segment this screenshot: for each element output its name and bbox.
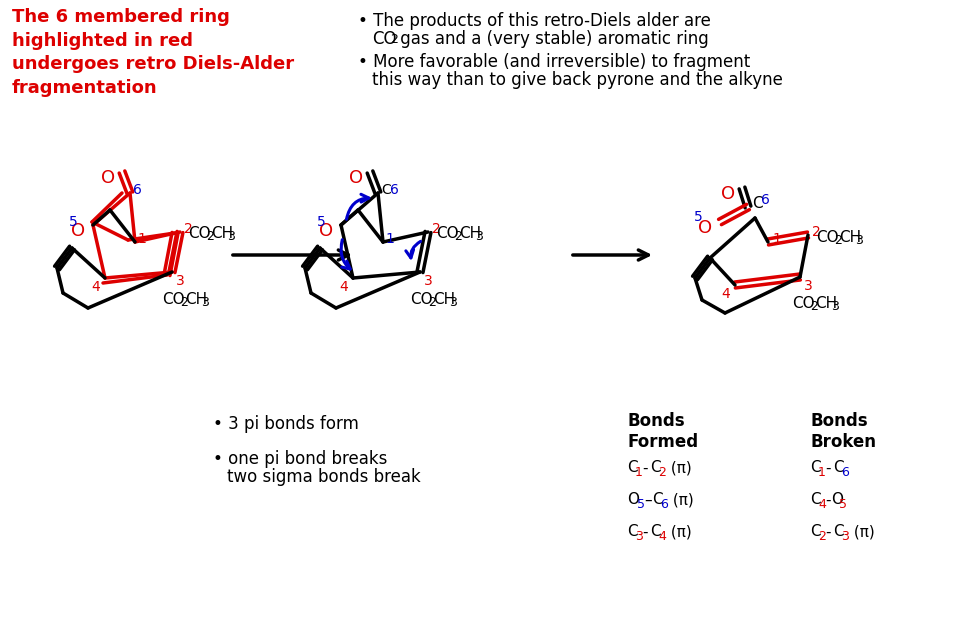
Text: 3: 3 [176, 274, 185, 288]
Text: 6: 6 [390, 183, 399, 197]
Text: CO: CO [816, 230, 839, 245]
Text: -: - [642, 525, 648, 540]
Text: 2: 2 [184, 222, 193, 236]
Text: 4: 4 [339, 280, 348, 294]
Text: 4: 4 [818, 497, 826, 510]
Text: two sigma bonds break: two sigma bonds break [227, 468, 420, 486]
Text: CH: CH [433, 293, 455, 308]
Text: 5: 5 [317, 215, 325, 229]
Text: C: C [810, 525, 820, 540]
Text: 2: 2 [812, 225, 821, 239]
Text: 5: 5 [694, 210, 703, 224]
Text: CO: CO [188, 227, 211, 241]
Text: 2: 2 [206, 230, 214, 243]
Text: 3: 3 [475, 230, 483, 243]
Text: 3: 3 [201, 296, 209, 310]
Text: (π): (π) [849, 525, 875, 540]
Text: 3: 3 [227, 230, 235, 243]
Text: 6: 6 [841, 466, 849, 479]
Text: 2: 2 [432, 222, 441, 236]
Text: O: O [698, 219, 712, 237]
Text: C: C [833, 525, 844, 540]
Text: C: C [810, 461, 820, 475]
Text: 1: 1 [635, 466, 643, 479]
Text: -: - [825, 492, 830, 507]
Text: 2: 2 [454, 230, 462, 243]
Text: O: O [831, 492, 843, 507]
Text: 1: 1 [818, 466, 826, 479]
Text: O: O [721, 185, 735, 203]
Text: (π): (π) [668, 492, 694, 507]
Text: C: C [650, 525, 661, 540]
Text: 2: 2 [818, 530, 826, 542]
Text: 5: 5 [839, 497, 847, 510]
Text: 2: 2 [428, 296, 436, 310]
Text: C: C [381, 183, 391, 197]
Text: O: O [318, 222, 333, 240]
Text: O: O [627, 492, 639, 507]
Text: CH: CH [839, 230, 861, 245]
Text: 3: 3 [449, 296, 457, 310]
Text: C: C [652, 492, 662, 507]
Text: O: O [349, 169, 363, 187]
Text: 3: 3 [635, 530, 643, 542]
Text: 2: 2 [390, 33, 398, 46]
Text: CH: CH [815, 296, 837, 311]
Text: C: C [627, 525, 638, 540]
Text: 3: 3 [831, 300, 839, 313]
Text: 3: 3 [804, 279, 812, 293]
Text: CO: CO [410, 293, 432, 308]
Text: 1: 1 [772, 232, 781, 246]
Text: 2: 2 [180, 296, 188, 310]
Text: 1: 1 [137, 232, 146, 246]
Text: • one pi bond breaks: • one pi bond breaks [213, 450, 387, 468]
Text: (π): (π) [666, 461, 692, 475]
Text: Bonds
Formed: Bonds Formed [627, 412, 698, 451]
Text: 1: 1 [385, 232, 394, 246]
Text: -: - [825, 525, 830, 540]
Text: CH: CH [185, 293, 207, 308]
Text: CH: CH [459, 227, 481, 241]
Text: 4: 4 [658, 530, 665, 542]
Text: 3: 3 [424, 274, 433, 288]
Text: • 3 pi bonds form: • 3 pi bonds form [213, 415, 359, 433]
Text: C: C [752, 195, 762, 210]
Text: 4: 4 [721, 287, 730, 301]
Text: -: - [825, 461, 830, 475]
Text: 4: 4 [91, 280, 100, 294]
Text: 5: 5 [69, 215, 77, 229]
Text: 2: 2 [658, 466, 665, 479]
Text: • The products of this retro-Diels alder are: • The products of this retro-Diels alder… [358, 12, 710, 30]
Text: The 6 membered ring
highlighted in red
undergoes retro Diels-Alder
fragmentation: The 6 membered ring highlighted in red u… [12, 8, 294, 97]
Text: CO: CO [436, 227, 459, 241]
Text: this way than to give back pyrone and the alkyne: this way than to give back pyrone and th… [372, 71, 783, 89]
Text: gas and a (very stable) aromatic ring: gas and a (very stable) aromatic ring [395, 30, 709, 48]
Text: Bonds
Broken: Bonds Broken [810, 412, 876, 451]
Text: 6: 6 [133, 183, 142, 197]
Text: CO: CO [162, 293, 184, 308]
Text: C: C [833, 461, 844, 475]
Text: O: O [101, 169, 115, 187]
Text: 2: 2 [834, 233, 842, 246]
Text: C: C [650, 461, 661, 475]
Text: 6: 6 [761, 193, 770, 207]
Text: 6: 6 [660, 497, 668, 510]
Text: 2: 2 [810, 300, 818, 313]
Text: CO: CO [372, 30, 397, 48]
Text: C: C [810, 492, 820, 507]
Text: O: O [71, 222, 85, 240]
Text: 3: 3 [841, 530, 849, 542]
Text: • More favorable (and irreversible) to fragment: • More favorable (and irreversible) to f… [358, 53, 751, 71]
Text: 5: 5 [637, 497, 645, 510]
Text: CO: CO [792, 296, 814, 311]
Text: (π): (π) [666, 525, 692, 540]
Text: 3: 3 [855, 233, 862, 246]
Text: C: C [627, 461, 638, 475]
Text: CH: CH [211, 227, 233, 241]
Text: –: – [644, 492, 652, 507]
Text: -: - [642, 461, 648, 475]
